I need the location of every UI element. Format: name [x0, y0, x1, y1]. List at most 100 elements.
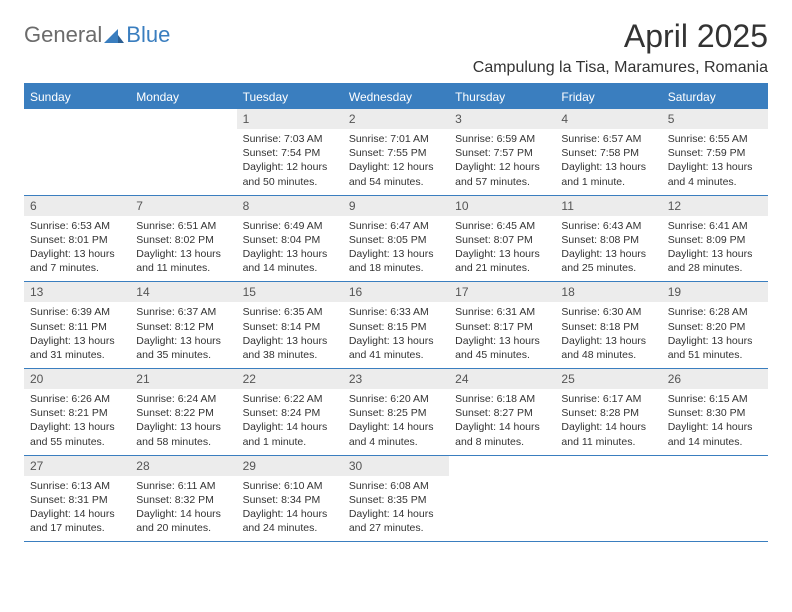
day-details: Sunrise: 6:55 AMSunset: 7:59 PMDaylight:…	[662, 129, 768, 189]
sunrise-text: Sunrise: 6:33 AM	[349, 305, 443, 319]
week-row: 1Sunrise: 7:03 AMSunset: 7:54 PMDaylight…	[24, 109, 768, 196]
day-details: Sunrise: 6:39 AMSunset: 8:11 PMDaylight:…	[24, 302, 130, 362]
day-number: 12	[662, 196, 768, 216]
sunrise-text: Sunrise: 6:41 AM	[668, 219, 762, 233]
sunrise-text: Sunrise: 6:43 AM	[561, 219, 655, 233]
title-block: April 2025 Campulung la Tisa, Maramures,…	[473, 18, 768, 77]
logo: General Blue	[24, 18, 170, 48]
sunset-text: Sunset: 8:34 PM	[243, 493, 337, 507]
day-number: 8	[237, 196, 343, 216]
calendar-cell: 18Sunrise: 6:30 AMSunset: 8:18 PMDayligh…	[555, 282, 661, 368]
day-number: 25	[555, 369, 661, 389]
daylight-text: Daylight: 14 hours and 27 minutes.	[349, 507, 443, 535]
day-number: 3	[449, 109, 555, 129]
sunset-text: Sunset: 7:57 PM	[455, 146, 549, 160]
sunset-text: Sunset: 8:12 PM	[136, 320, 230, 334]
day-details: Sunrise: 6:45 AMSunset: 8:07 PMDaylight:…	[449, 216, 555, 276]
day-number: 18	[555, 282, 661, 302]
sunrise-text: Sunrise: 6:22 AM	[243, 392, 337, 406]
sunrise-text: Sunrise: 6:39 AM	[30, 305, 124, 319]
day-number: 1	[237, 109, 343, 129]
sunrise-text: Sunrise: 6:15 AM	[668, 392, 762, 406]
daylight-text: Daylight: 13 hours and 25 minutes.	[561, 247, 655, 275]
weekday-header: Saturday	[662, 85, 768, 109]
day-details: Sunrise: 6:24 AMSunset: 8:22 PMDaylight:…	[130, 389, 236, 449]
sunrise-text: Sunrise: 6:55 AM	[668, 132, 762, 146]
calendar-cell: 9Sunrise: 6:47 AMSunset: 8:05 PMDaylight…	[343, 196, 449, 282]
day-details: Sunrise: 6:41 AMSunset: 8:09 PMDaylight:…	[662, 216, 768, 276]
day-number: 15	[237, 282, 343, 302]
day-number: 4	[555, 109, 661, 129]
daylight-text: Daylight: 14 hours and 24 minutes.	[243, 507, 337, 535]
week-row: 6Sunrise: 6:53 AMSunset: 8:01 PMDaylight…	[24, 196, 768, 283]
daylight-text: Daylight: 13 hours and 45 minutes.	[455, 334, 549, 362]
daylight-text: Daylight: 14 hours and 8 minutes.	[455, 420, 549, 448]
day-details: Sunrise: 6:13 AMSunset: 8:31 PMDaylight:…	[24, 476, 130, 536]
day-number: 29	[237, 456, 343, 476]
day-details: Sunrise: 6:57 AMSunset: 7:58 PMDaylight:…	[555, 129, 661, 189]
calendar-cell: 27Sunrise: 6:13 AMSunset: 8:31 PMDayligh…	[24, 456, 130, 542]
calendar-cell: 19Sunrise: 6:28 AMSunset: 8:20 PMDayligh…	[662, 282, 768, 368]
day-number: 19	[662, 282, 768, 302]
day-number: 11	[555, 196, 661, 216]
daylight-text: Daylight: 13 hours and 21 minutes.	[455, 247, 549, 275]
day-number: 2	[343, 109, 449, 129]
sunrise-text: Sunrise: 6:51 AM	[136, 219, 230, 233]
sunset-text: Sunset: 8:11 PM	[30, 320, 124, 334]
day-details: Sunrise: 6:22 AMSunset: 8:24 PMDaylight:…	[237, 389, 343, 449]
calendar-cell: 15Sunrise: 6:35 AMSunset: 8:14 PMDayligh…	[237, 282, 343, 368]
daylight-text: Daylight: 12 hours and 57 minutes.	[455, 160, 549, 188]
day-details: Sunrise: 6:47 AMSunset: 8:05 PMDaylight:…	[343, 216, 449, 276]
sunrise-text: Sunrise: 6:11 AM	[136, 479, 230, 493]
day-details: Sunrise: 6:18 AMSunset: 8:27 PMDaylight:…	[449, 389, 555, 449]
day-details: Sunrise: 6:35 AMSunset: 8:14 PMDaylight:…	[237, 302, 343, 362]
sunset-text: Sunset: 8:09 PM	[668, 233, 762, 247]
sunrise-text: Sunrise: 6:10 AM	[243, 479, 337, 493]
day-details: Sunrise: 6:51 AMSunset: 8:02 PMDaylight:…	[130, 216, 236, 276]
sunrise-text: Sunrise: 6:20 AM	[349, 392, 443, 406]
day-number: 14	[130, 282, 236, 302]
sunset-text: Sunset: 8:15 PM	[349, 320, 443, 334]
sunrise-text: Sunrise: 6:35 AM	[243, 305, 337, 319]
daylight-text: Daylight: 14 hours and 14 minutes.	[668, 420, 762, 448]
day-details: Sunrise: 6:37 AMSunset: 8:12 PMDaylight:…	[130, 302, 236, 362]
day-number: 9	[343, 196, 449, 216]
daylight-text: Daylight: 13 hours and 38 minutes.	[243, 334, 337, 362]
day-details: Sunrise: 6:59 AMSunset: 7:57 PMDaylight:…	[449, 129, 555, 189]
day-number: 26	[662, 369, 768, 389]
sunset-text: Sunset: 8:14 PM	[243, 320, 337, 334]
sunset-text: Sunset: 7:55 PM	[349, 146, 443, 160]
weekday-header: Monday	[130, 85, 236, 109]
day-number: 23	[343, 369, 449, 389]
location-subtitle: Campulung la Tisa, Maramures, Romania	[473, 59, 768, 77]
page-title: April 2025	[473, 18, 768, 55]
sunset-text: Sunset: 8:22 PM	[136, 406, 230, 420]
calendar-cell: 7Sunrise: 6:51 AMSunset: 8:02 PMDaylight…	[130, 196, 236, 282]
calendar-cell: 21Sunrise: 6:24 AMSunset: 8:22 PMDayligh…	[130, 369, 236, 455]
week-row: 27Sunrise: 6:13 AMSunset: 8:31 PMDayligh…	[24, 456, 768, 543]
calendar-cell: 16Sunrise: 6:33 AMSunset: 8:15 PMDayligh…	[343, 282, 449, 368]
calendar-cell-empty	[555, 456, 661, 542]
sunset-text: Sunset: 8:18 PM	[561, 320, 655, 334]
sunset-text: Sunset: 8:25 PM	[349, 406, 443, 420]
calendar-cell: 3Sunrise: 6:59 AMSunset: 7:57 PMDaylight…	[449, 109, 555, 195]
day-number: 30	[343, 456, 449, 476]
daylight-text: Daylight: 13 hours and 48 minutes.	[561, 334, 655, 362]
daylight-text: Daylight: 13 hours and 31 minutes.	[30, 334, 124, 362]
day-details: Sunrise: 6:20 AMSunset: 8:25 PMDaylight:…	[343, 389, 449, 449]
daylight-text: Daylight: 13 hours and 7 minutes.	[30, 247, 124, 275]
daylight-text: Daylight: 13 hours and 28 minutes.	[668, 247, 762, 275]
calendar-cell: 25Sunrise: 6:17 AMSunset: 8:28 PMDayligh…	[555, 369, 661, 455]
logo-text-general: General	[24, 22, 102, 48]
weekday-header: Thursday	[449, 85, 555, 109]
sunrise-text: Sunrise: 6:37 AM	[136, 305, 230, 319]
sunset-text: Sunset: 8:05 PM	[349, 233, 443, 247]
calendar-cell: 11Sunrise: 6:43 AMSunset: 8:08 PMDayligh…	[555, 196, 661, 282]
day-number: 16	[343, 282, 449, 302]
weekday-header: Tuesday	[237, 85, 343, 109]
calendar-cell: 22Sunrise: 6:22 AMSunset: 8:24 PMDayligh…	[237, 369, 343, 455]
sunset-text: Sunset: 8:31 PM	[30, 493, 124, 507]
day-details: Sunrise: 6:26 AMSunset: 8:21 PMDaylight:…	[24, 389, 130, 449]
sunrise-text: Sunrise: 6:59 AM	[455, 132, 549, 146]
sunrise-text: Sunrise: 6:13 AM	[30, 479, 124, 493]
